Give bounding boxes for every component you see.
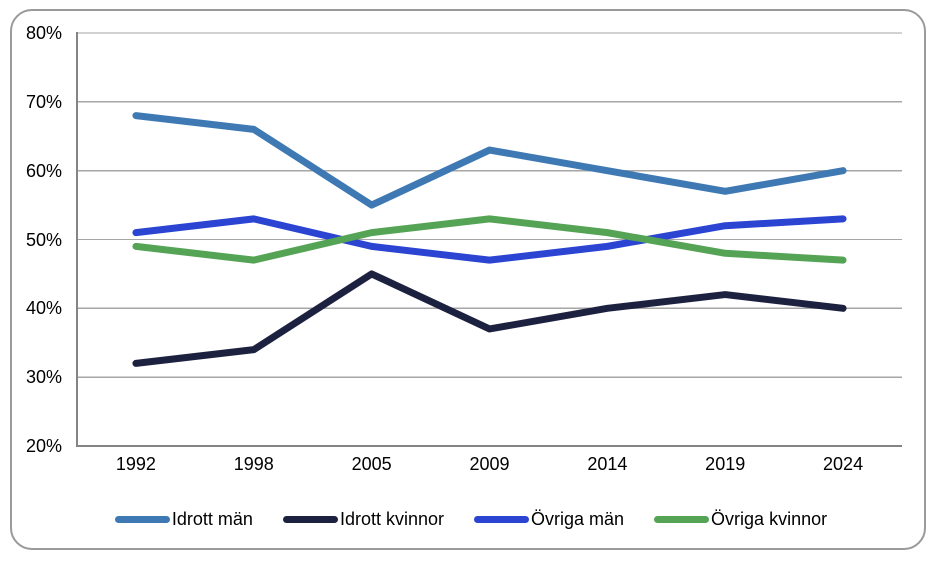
series-line--vriga-m-n: [132, 215, 847, 264]
legend-line-swatch: [114, 515, 170, 523]
x-tick-label: 2019: [705, 454, 746, 474]
y-tick-label: 50%: [25, 229, 62, 250]
series-line-idrott-kvinnor: [132, 270, 847, 367]
y-tick-label: 80%: [25, 23, 62, 43]
legend-item--vriga-kvinnor: Övriga kvinnor: [654, 509, 827, 529]
legend-label: Övriga män: [531, 509, 625, 529]
chart-frame: [10, 9, 926, 550]
legend-label: Idrott män: [171, 509, 253, 529]
y-tick-label: 60%: [25, 160, 62, 181]
legend-line-swatch: [282, 515, 338, 523]
x-tick-label: 1998: [233, 454, 274, 474]
x-tick-label: 2005: [351, 454, 392, 474]
x-tick-label: 2014: [587, 454, 628, 474]
y-tick-label: 30%: [25, 367, 62, 388]
x-tick-label: 2024: [823, 454, 864, 474]
y-tick-label: 70%: [25, 91, 62, 112]
x-tick-label: 1992: [115, 454, 156, 474]
series-line--vriga-kvinnor: [132, 215, 847, 264]
legend-line-swatch: [474, 515, 529, 523]
chart-legend: Idrott män Idrott kvinnor Övriga män Övriga…: [0, 509, 942, 529]
legend-item-idrott-m-n: Idrott män: [114, 509, 253, 529]
y-tick-label: 40%: [25, 298, 62, 319]
x-tick-label: 2009: [469, 454, 510, 474]
legend-label: Idrott kvinnor: [339, 509, 444, 529]
legend-label: Övriga kvinnor: [711, 509, 828, 529]
legend-item-idrott-kvinnor: Idrott kvinnor: [282, 509, 444, 529]
series-line-idrott-m-n: [132, 112, 847, 209]
legend-line-swatch: [654, 515, 710, 523]
legend-item--vriga-m-n: Övriga män: [474, 509, 624, 529]
y-tick-label: 20%: [25, 436, 62, 456]
